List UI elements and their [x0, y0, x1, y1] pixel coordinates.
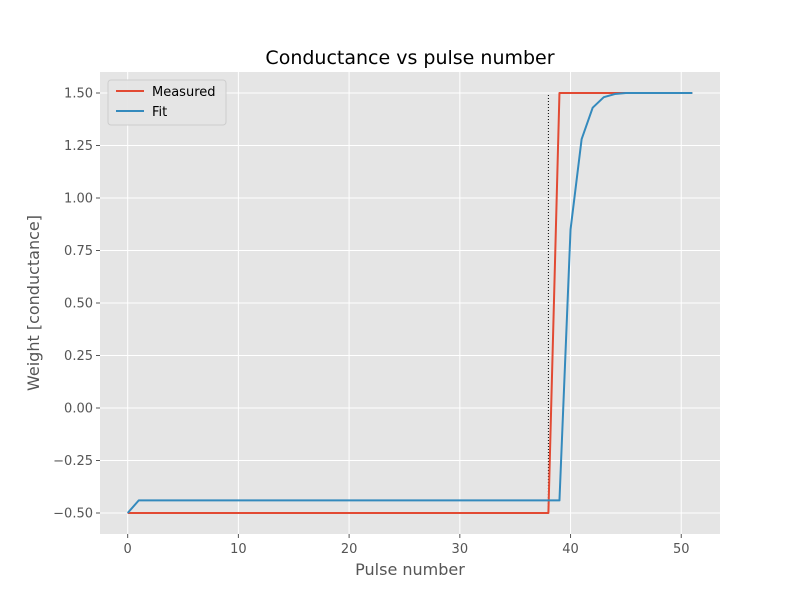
- series-lines: [126, 92, 693, 514]
- x-tick-label: 40: [562, 542, 579, 557]
- x-tick-label: 50: [673, 542, 690, 557]
- y-tick-label: 1.25: [64, 139, 93, 154]
- chart-title: Conductance vs pulse number: [265, 47, 554, 69]
- legend: Measured Fit: [107, 79, 227, 126]
- y-tick-label: −0.25: [53, 454, 93, 469]
- y-tick-label: 0.50: [64, 297, 93, 312]
- series-line-fit: [126, 92, 693, 514]
- y-tick-label: 1.50: [64, 87, 93, 102]
- y-ticks: −0.50 −0.25 0.00 0.25 0.50 0.75 1.00 1.25 1.50: [53, 87, 100, 522]
- y-tick-label: 1.00: [64, 192, 93, 207]
- legend-label-fit: Fit: [152, 105, 167, 120]
- y-tick-label: 0.75: [64, 244, 93, 259]
- x-tick-label: 20: [341, 542, 358, 557]
- x-axis-label: Pulse number: [355, 560, 465, 579]
- x-tick-label: 0: [124, 542, 132, 557]
- y-tick-label: −0.50: [53, 507, 93, 522]
- y-tick-label: 0.25: [64, 349, 93, 364]
- x-tick-label: 10: [230, 542, 247, 557]
- y-tick-label: 0.00: [64, 402, 93, 417]
- legend-label-measured: Measured: [152, 85, 216, 100]
- grid: [100, 72, 720, 534]
- y-axis-label: Weight [conductance]: [24, 215, 43, 391]
- x-tick-label: 30: [452, 542, 469, 557]
- x-ticks: 0 10 20 30 40 50: [124, 534, 690, 557]
